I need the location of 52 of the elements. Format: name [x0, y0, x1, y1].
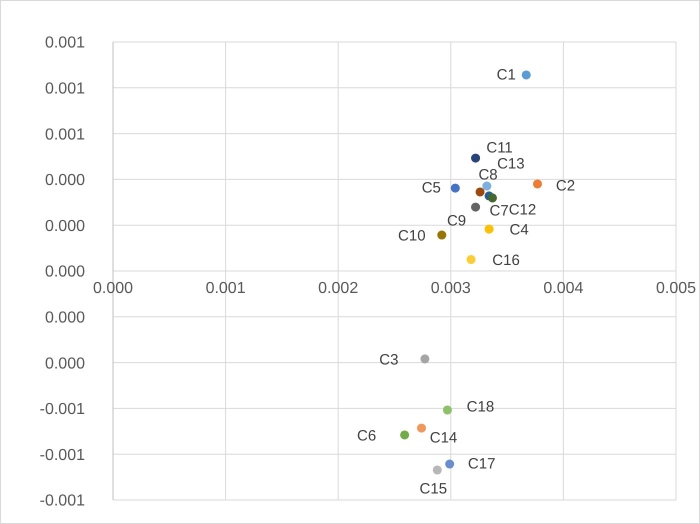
series-label: C18 [466, 398, 494, 416]
point [437, 230, 446, 240]
point [532, 179, 542, 188]
point [482, 182, 492, 191]
y-tick-label: 0.000 [44, 264, 86, 281]
series-label: C14 [430, 430, 458, 447]
point [471, 154, 480, 163]
series-label: C13 [497, 156, 525, 173]
y-tick-label: -0.001 [40, 401, 86, 418]
x-tick-label: 0.002 [318, 280, 358, 297]
series-label: C16 [492, 252, 520, 270]
series-label: C10 [398, 228, 426, 245]
x-tick-label: 0.005 [656, 280, 696, 297]
y-tick-label: 0.001 [44, 34, 86, 52]
series-label: C1 [496, 66, 516, 84]
y-tick-label: -0.001 [40, 492, 86, 510]
point [400, 430, 410, 440]
point [484, 224, 494, 234]
y-tick-label: 0.001 [44, 126, 86, 144]
y-tick-label: 0.001 [44, 80, 86, 98]
point [488, 193, 497, 202]
series-label: C5 [422, 180, 441, 197]
point [442, 406, 452, 415]
series-label: C2 [556, 177, 576, 194]
y-tick-label: 0.000 [44, 218, 86, 235]
point [476, 187, 485, 196]
point [466, 255, 476, 264]
series-label: C4 [509, 222, 529, 239]
series-label: C12 [508, 201, 536, 218]
series-label: C7 [489, 202, 509, 220]
point [450, 184, 460, 193]
y-tick-label: 0.000 [44, 355, 86, 372]
x-tick-label: 0.000 [92, 280, 134, 297]
series-label: C17 [468, 456, 496, 473]
point [417, 424, 426, 433]
series-label: C3 [379, 351, 398, 368]
series-label: C9 [446, 212, 466, 230]
x-tick-label: 0.003 [430, 280, 471, 297]
y-tick-label: 0.000 [44, 172, 86, 190]
y-tick-label: 0.000 [44, 309, 86, 326]
series-label: C15 [420, 480, 448, 498]
y-tick-label: -0.001 [40, 446, 86, 464]
point [445, 460, 454, 469]
point [471, 202, 480, 212]
series-label: C6 [357, 427, 376, 444]
point [432, 465, 442, 475]
x-tick-label: 0.004 [543, 280, 584, 297]
point [522, 70, 531, 80]
series-label: C11 [486, 140, 513, 157]
x-tick-label: 0.001 [206, 280, 246, 297]
point [420, 354, 430, 364]
series-label: C8 [478, 166, 498, 184]
